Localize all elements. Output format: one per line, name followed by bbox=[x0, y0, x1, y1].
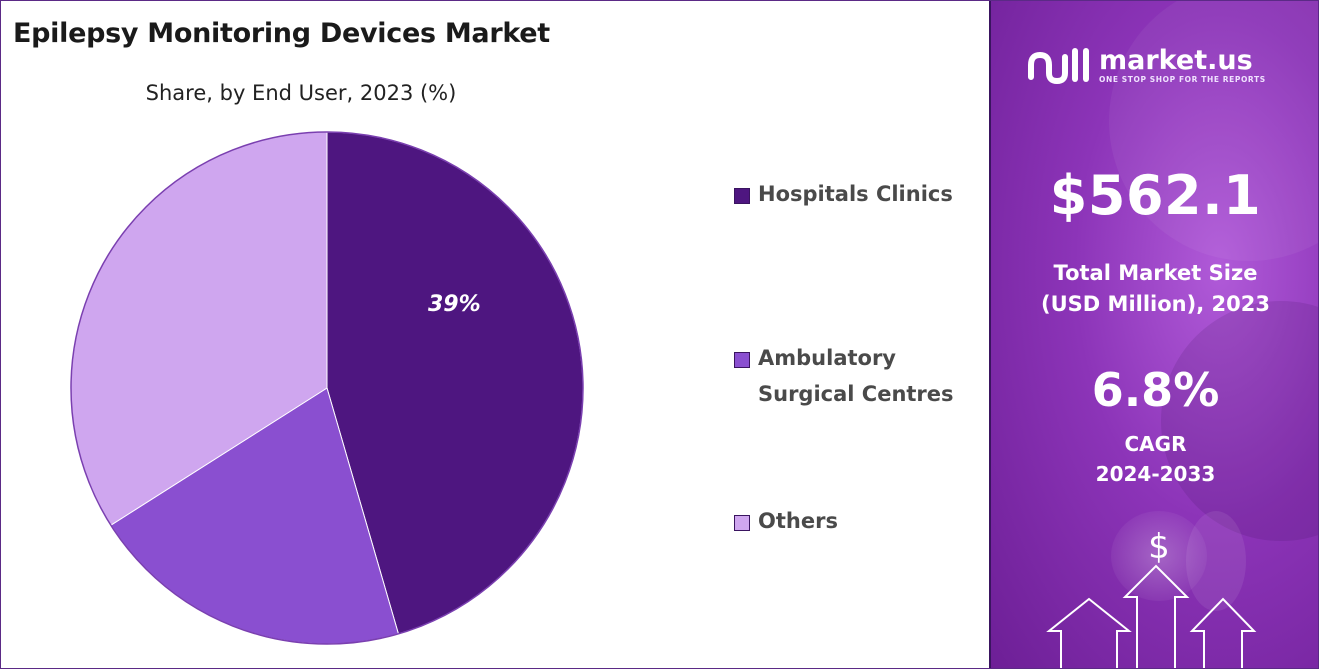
cagr-label: CAGR 2024-2033 bbox=[1095, 432, 1216, 486]
coin-edge-shape bbox=[1186, 511, 1246, 611]
dollar-sign-icon: $ bbox=[1148, 527, 1170, 567]
brand-tagline: ONE STOP SHOP FOR THE REPORTS bbox=[1099, 74, 1266, 84]
pie-data-label-hospitals-clinics: 39% bbox=[428, 292, 481, 317]
market-size-label: Total Market Size (USD Million), 2023 bbox=[1041, 261, 1270, 316]
pie-chart: 39% bbox=[70, 131, 584, 645]
background-shadow-shape bbox=[1161, 301, 1318, 541]
brand-logo: market.us ONE STOP SHOP FOR THE REPORTS bbox=[1027, 43, 1266, 87]
legend-label-hospitals-clinics: Hospitals Clinics bbox=[758, 182, 953, 206]
brand-text: market.us ONE STOP SHOP FOR THE REPORTS bbox=[1099, 47, 1266, 84]
legend-label-others: Others bbox=[758, 509, 838, 533]
coin-icon bbox=[1111, 511, 1207, 601]
legend-label-ambulatory-surgical-centres: Ambulatory Surgical Centres bbox=[758, 346, 954, 406]
legend-item-others: Others bbox=[734, 509, 838, 539]
market-us-logo-icon bbox=[1028, 48, 1089, 85]
legend-swatch-ambulatory-surgical-centres bbox=[734, 352, 750, 368]
cagr-value: 6.8% bbox=[1091, 363, 1220, 417]
pie-slices bbox=[70, 131, 584, 645]
legend-swatch-others bbox=[734, 515, 750, 531]
chart-title: Epilepsy Monitoring Devices Market bbox=[13, 18, 550, 49]
chart-subtitle: Share, by End User, 2023 (%) bbox=[145, 81, 457, 105]
legend-item-hospitals-clinics: Hospitals Clinics bbox=[734, 182, 953, 212]
background-glow-shape bbox=[1109, 1, 1318, 261]
legend-swatch-hospitals-clinics bbox=[734, 188, 750, 204]
legend-item-ambulatory-surgical-centres: Ambulatory Surgical Centres bbox=[734, 346, 954, 412]
chart-panel: Epilepsy Monitoring Devices Market Share… bbox=[1, 1, 987, 668]
stats-sidebar: $ market.us ONE STOP SHOP FOR THE REPORT… bbox=[989, 1, 1318, 668]
pie-labels: 39% bbox=[428, 292, 481, 317]
sidebar-decoration: $ bbox=[1046, 1, 1318, 668]
brand-name: market.us bbox=[1099, 44, 1253, 76]
growth-arrows-icon bbox=[1046, 564, 1257, 668]
market-size-value: $562.1 bbox=[1049, 164, 1262, 227]
pie-outline bbox=[70, 131, 584, 645]
